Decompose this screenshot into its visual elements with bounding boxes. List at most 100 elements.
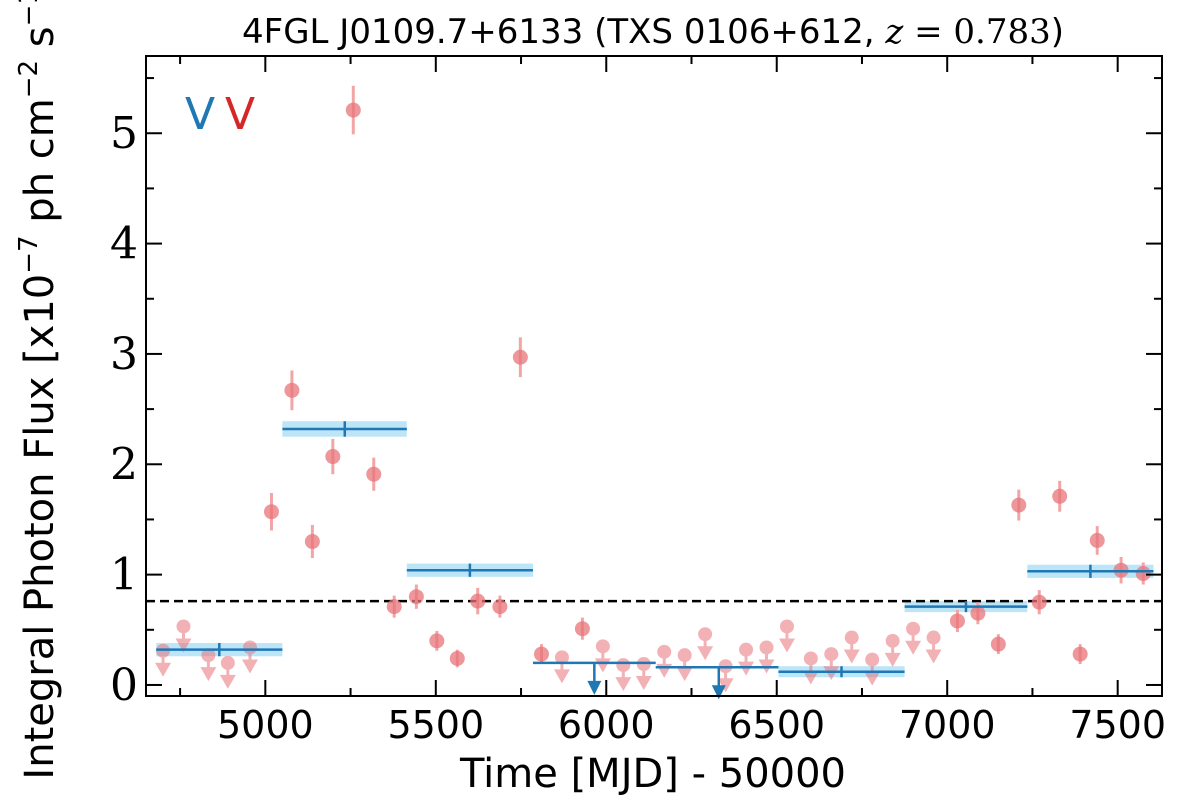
y-label-exp3: −1 bbox=[14, 0, 44, 26]
axis-ticks: 0 1 2 3 4 5 5000 5500 6000 6500 7000 7500 bbox=[110, 56, 1166, 747]
data-point bbox=[449, 649, 465, 668]
upper-limit-arrowhead bbox=[155, 662, 172, 677]
x-tick-label: 6500 bbox=[728, 703, 825, 747]
bayesian-block bbox=[406, 563, 533, 577]
upper-limit-marker bbox=[905, 621, 922, 655]
upper-limit-point bbox=[616, 658, 631, 673]
y-tick-label: 4 bbox=[110, 219, 138, 270]
upper-limit-marker bbox=[884, 633, 901, 667]
data-point bbox=[512, 337, 528, 378]
upper-limit-point bbox=[176, 619, 191, 634]
data-point bbox=[1089, 526, 1105, 555]
data-point-marker bbox=[970, 605, 986, 621]
y-label-base: Integral Photon Flux [x10 bbox=[17, 274, 63, 780]
upper-limit-arrowhead bbox=[241, 659, 258, 674]
bayesian-block bbox=[655, 666, 779, 700]
upper-limit-point bbox=[885, 633, 900, 648]
y-label-mid2: s bbox=[17, 26, 63, 60]
chart-title: 4FGL J0109.7+6133 (TXS 0106+612, z = 0.7… bbox=[242, 12, 1064, 52]
data-point-marker bbox=[949, 613, 965, 629]
data-point-marker bbox=[470, 593, 486, 609]
data-point bbox=[492, 595, 508, 618]
upper-limit-arrowhead bbox=[697, 646, 714, 661]
x-axis-label: Time [MJD] - 50000 bbox=[459, 751, 846, 797]
upper-limit-arrowhead bbox=[219, 674, 236, 689]
data-point bbox=[1031, 590, 1047, 615]
data-point bbox=[263, 492, 279, 531]
upper-limit-arrowhead bbox=[884, 652, 901, 667]
upper-limit-point bbox=[906, 621, 921, 636]
x-tick-label: 7500 bbox=[1069, 703, 1166, 747]
data-point bbox=[408, 584, 424, 609]
data-point-marker bbox=[304, 534, 320, 550]
data-point bbox=[386, 595, 402, 618]
data-point bbox=[1011, 489, 1027, 521]
upper-limit-marker bbox=[615, 658, 632, 692]
data-point bbox=[470, 587, 486, 615]
upper-limit-point bbox=[657, 644, 672, 659]
upper-limit-arrowhead bbox=[802, 670, 819, 685]
upper-limit-arrowhead bbox=[594, 658, 611, 673]
chart-title-prefix: 4FGL J0109.7+6133 (TXS 0106+612, bbox=[242, 12, 885, 52]
y-tick-label: 1 bbox=[110, 550, 138, 601]
data-point bbox=[284, 370, 300, 411]
upper-limit-marker bbox=[778, 619, 795, 653]
upper-limit-point bbox=[779, 619, 794, 634]
upper-limit-arrowhead bbox=[717, 678, 734, 693]
upper-limit-point bbox=[803, 651, 818, 666]
upper-limit-arrowhead bbox=[905, 640, 922, 655]
upper-limit-arrowhead bbox=[843, 649, 860, 664]
upper-limit-arrowhead bbox=[200, 667, 217, 682]
chart-title-z-symbol: z bbox=[884, 12, 904, 52]
upper-limit-point bbox=[865, 652, 880, 667]
data-point bbox=[1135, 562, 1151, 585]
y-tick-label: 3 bbox=[110, 329, 138, 380]
data-point-marker bbox=[429, 633, 445, 649]
upper-limit-arrowhead bbox=[553, 669, 570, 684]
data-point bbox=[325, 438, 341, 475]
y-label-exp2: −2 bbox=[14, 60, 44, 98]
chart-title-equals: = bbox=[903, 12, 953, 52]
data-point bbox=[1072, 644, 1088, 664]
bayesian-block bbox=[778, 666, 905, 678]
upper-limit-marker bbox=[802, 651, 819, 685]
upper-limit-marker bbox=[738, 642, 755, 676]
bayesian-block bbox=[282, 421, 407, 437]
data-point bbox=[1052, 480, 1068, 512]
data-point-marker bbox=[263, 504, 279, 520]
bayesian-block bbox=[1027, 564, 1154, 578]
upper-limit-arrowhead bbox=[778, 638, 795, 653]
upper-limit-point bbox=[759, 640, 774, 655]
upper-limit-marker bbox=[676, 648, 693, 682]
data-point-marker bbox=[1072, 646, 1088, 662]
y-axis-label: Integral Photon Flux [x10−7 ph cm−2 s−1] bbox=[14, 0, 63, 780]
upper-limit-point bbox=[698, 627, 713, 642]
data-point-marker bbox=[386, 599, 402, 615]
upper-limit-point bbox=[739, 642, 754, 657]
upper-limit-marker bbox=[553, 650, 570, 684]
data-point-marker bbox=[990, 636, 1006, 652]
y-label-exp1: −7 bbox=[14, 235, 44, 273]
upper-limit-point bbox=[844, 630, 859, 645]
upper-limit-arrowhead bbox=[615, 677, 632, 692]
upper-limit-point bbox=[554, 650, 569, 665]
data-point bbox=[949, 609, 965, 632]
upper-limit-marker bbox=[656, 644, 673, 678]
data-point bbox=[533, 644, 549, 664]
bayesian-block bbox=[532, 661, 656, 695]
data-point bbox=[990, 634, 1006, 655]
upper-limit-marker bbox=[200, 648, 217, 682]
upper-limit-arrowhead bbox=[925, 649, 942, 664]
upper-limit-marker bbox=[843, 630, 860, 664]
y-tick-label: 5 bbox=[110, 108, 138, 159]
data-point-marker bbox=[574, 621, 590, 637]
data-point bbox=[345, 85, 361, 135]
upper-limit-arrowhead bbox=[635, 676, 652, 690]
upper-limit-point bbox=[926, 630, 941, 645]
upper-limit-marker bbox=[594, 639, 611, 673]
data-point-marker bbox=[1089, 532, 1105, 548]
variability-marker-1: V bbox=[185, 89, 215, 140]
bayesian-block bbox=[904, 601, 1028, 613]
